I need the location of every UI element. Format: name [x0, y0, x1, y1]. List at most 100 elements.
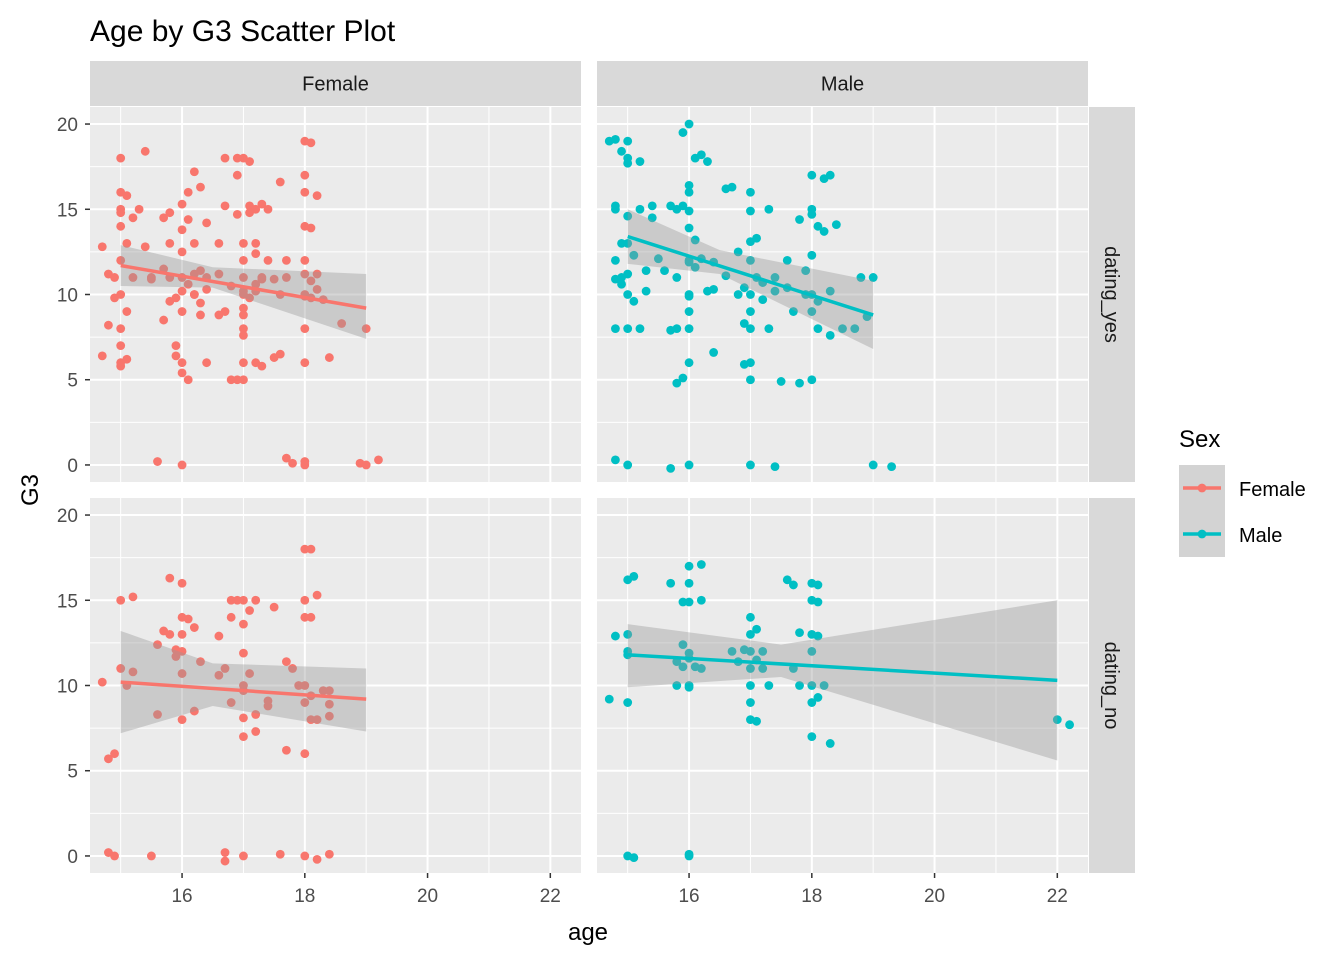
- data-point: [104, 320, 113, 330]
- data-point: [116, 208, 126, 218]
- data-point: [733, 247, 743, 257]
- facet-strip-dating-yes: [1089, 107, 1135, 482]
- data-point: [324, 686, 334, 696]
- data-point: [764, 324, 774, 333]
- data-point: [282, 453, 291, 463]
- facet-strip-label: Female: [302, 74, 369, 96]
- data-point: [104, 754, 113, 764]
- data-point: [324, 849, 334, 859]
- data-point: [177, 460, 187, 470]
- data-point: [300, 681, 310, 690]
- data-point: [300, 595, 310, 605]
- data-point: [239, 273, 248, 282]
- data-point: [709, 284, 719, 294]
- data-point: [611, 274, 620, 284]
- data-point: [220, 848, 230, 857]
- data-point: [232, 153, 242, 163]
- data-point: [795, 628, 804, 638]
- legend-item-male: Male: [1179, 511, 1282, 557]
- data-point: [611, 256, 620, 265]
- data-point: [232, 170, 242, 180]
- data-point: [678, 201, 688, 211]
- data-point: [696, 560, 706, 569]
- data-point: [807, 307, 817, 316]
- data-point: [746, 307, 755, 316]
- data-point: [690, 235, 700, 245]
- data-point: [306, 715, 316, 724]
- data-point: [746, 290, 755, 299]
- data-point: [140, 146, 150, 156]
- data-point: [171, 341, 181, 351]
- data-point: [825, 331, 835, 340]
- data-point: [177, 286, 187, 296]
- data-point: [116, 153, 126, 163]
- data-point: [257, 199, 267, 209]
- data-point: [239, 358, 248, 368]
- data-point: [116, 324, 126, 333]
- data-point: [337, 319, 347, 328]
- data-point: [159, 315, 169, 325]
- data-point: [239, 238, 248, 248]
- data-point: [752, 233, 761, 243]
- data-point: [177, 669, 187, 678]
- data-point: [220, 664, 230, 673]
- data-point: [789, 307, 798, 316]
- data-point: [635, 324, 645, 333]
- data-point: [239, 619, 248, 629]
- data-point: [122, 238, 132, 248]
- data-point: [183, 614, 193, 624]
- regression-line: [627, 234, 874, 317]
- data-point: [641, 266, 651, 276]
- data-point: [746, 460, 755, 470]
- y-tick-label: 15: [57, 591, 78, 612]
- regression-line: [627, 653, 1058, 683]
- data-point: [887, 462, 896, 472]
- data-point: [232, 375, 242, 385]
- data-point: [245, 606, 254, 615]
- data-point: [813, 221, 823, 231]
- data-point: [727, 182, 737, 192]
- data-point: [789, 580, 798, 590]
- data-point: [239, 851, 248, 861]
- x-tick-label: 22: [1047, 886, 1068, 907]
- data-point: [629, 296, 639, 306]
- data-point: [801, 266, 811, 276]
- data-point: [263, 696, 273, 706]
- data-point: [623, 650, 633, 660]
- data-point: [282, 745, 291, 755]
- data-point: [678, 597, 688, 607]
- data-point: [813, 631, 823, 641]
- data-point: [251, 238, 261, 248]
- x-axis-title: age: [568, 919, 608, 946]
- data-point: [795, 681, 804, 690]
- data-point: [128, 592, 138, 602]
- data-point: [684, 291, 694, 301]
- data-point: [245, 669, 254, 678]
- data-point: [727, 647, 737, 656]
- data-point: [220, 153, 230, 163]
- data-point: [116, 290, 126, 299]
- panel-grid: [90, 107, 581, 482]
- data-point: [666, 578, 676, 588]
- data-point: [666, 463, 676, 473]
- legend-label: Female: [1239, 479, 1306, 501]
- data-point: [300, 358, 310, 368]
- data-point: [611, 455, 620, 465]
- data-point: [110, 851, 119, 861]
- data-point: [807, 681, 817, 690]
- data-point: [770, 273, 780, 282]
- data-point: [232, 595, 242, 605]
- data-point: [819, 681, 829, 690]
- data-point: [263, 204, 273, 214]
- data-point: [306, 223, 316, 233]
- data-point: [239, 595, 248, 605]
- data-point: [306, 612, 316, 622]
- data-point: [128, 273, 138, 282]
- data-point: [239, 256, 248, 265]
- data-point: [838, 324, 847, 333]
- data-point: [629, 853, 639, 863]
- data-point: [746, 647, 755, 656]
- data-point: [239, 375, 248, 385]
- legend-point-icon: [1197, 529, 1207, 539]
- data-point: [214, 631, 224, 641]
